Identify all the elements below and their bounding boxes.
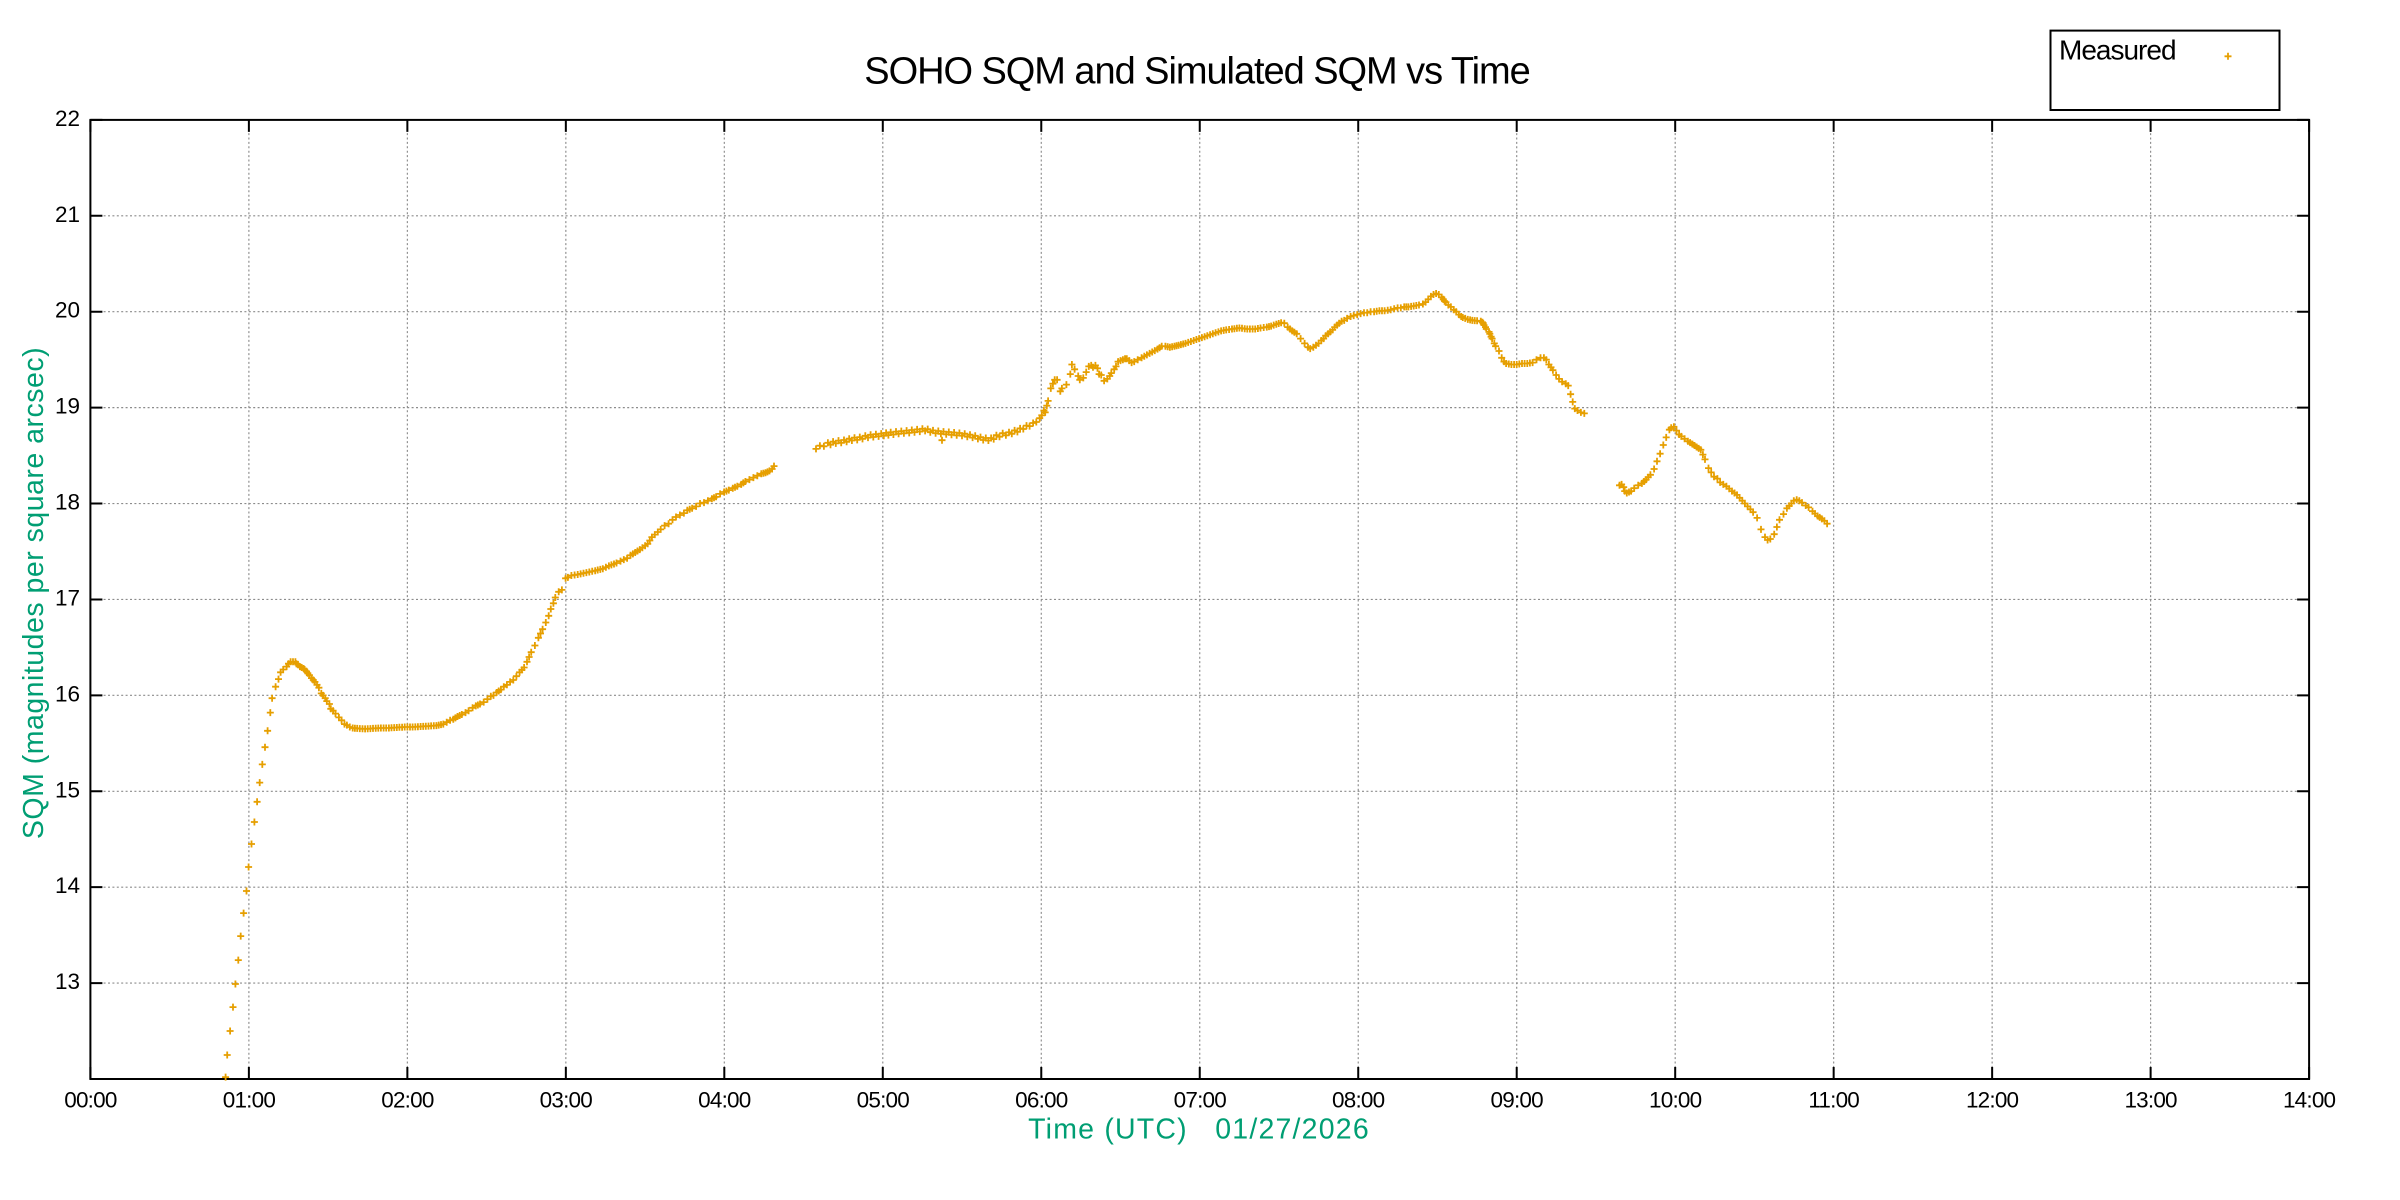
svg-text:22: 22 — [55, 106, 80, 131]
svg-text:SQM (magnitudes per square arc: SQM (magnitudes per square arcsec) — [18, 347, 50, 839]
svg-text:16: 16 — [55, 681, 80, 706]
svg-text:12:00: 12:00 — [1966, 1087, 2019, 1112]
svg-text:14: 14 — [55, 873, 80, 898]
svg-text:02:00: 02:00 — [381, 1087, 434, 1112]
svg-text:19: 19 — [55, 394, 80, 419]
svg-text:00:00: 00:00 — [64, 1087, 117, 1112]
svg-text:SOHO SQM and Simulated SQM vs: SOHO SQM and Simulated SQM vs Time — [864, 51, 1529, 93]
svg-text:Measured: Measured — [2059, 35, 2176, 66]
svg-text:01:00: 01:00 — [223, 1087, 276, 1112]
svg-text:15: 15 — [55, 777, 80, 802]
svg-text:13:00: 13:00 — [2124, 1087, 2177, 1112]
svg-text:21: 21 — [55, 202, 80, 227]
svg-text:20: 20 — [55, 298, 80, 323]
svg-text:05:00: 05:00 — [857, 1087, 910, 1112]
svg-text:13: 13 — [55, 969, 80, 994]
svg-text:10:00: 10:00 — [1649, 1087, 1702, 1112]
svg-text:17: 17 — [55, 586, 80, 611]
svg-text:07:00: 07:00 — [1174, 1087, 1227, 1112]
svg-text:14:00: 14:00 — [2283, 1087, 2336, 1112]
svg-text:Time (UTC) 01/27/2026: Time (UTC) 01/27/2026 — [1028, 1113, 1370, 1145]
svg-text:09:00: 09:00 — [1491, 1087, 1544, 1112]
svg-text:18: 18 — [55, 490, 80, 515]
svg-text:03:00: 03:00 — [540, 1087, 593, 1112]
svg-text:11:00: 11:00 — [1808, 1087, 1859, 1112]
svg-text:06:00: 06:00 — [1015, 1087, 1068, 1112]
svg-text:08:00: 08:00 — [1332, 1087, 1385, 1112]
svg-text:04:00: 04:00 — [698, 1087, 751, 1112]
